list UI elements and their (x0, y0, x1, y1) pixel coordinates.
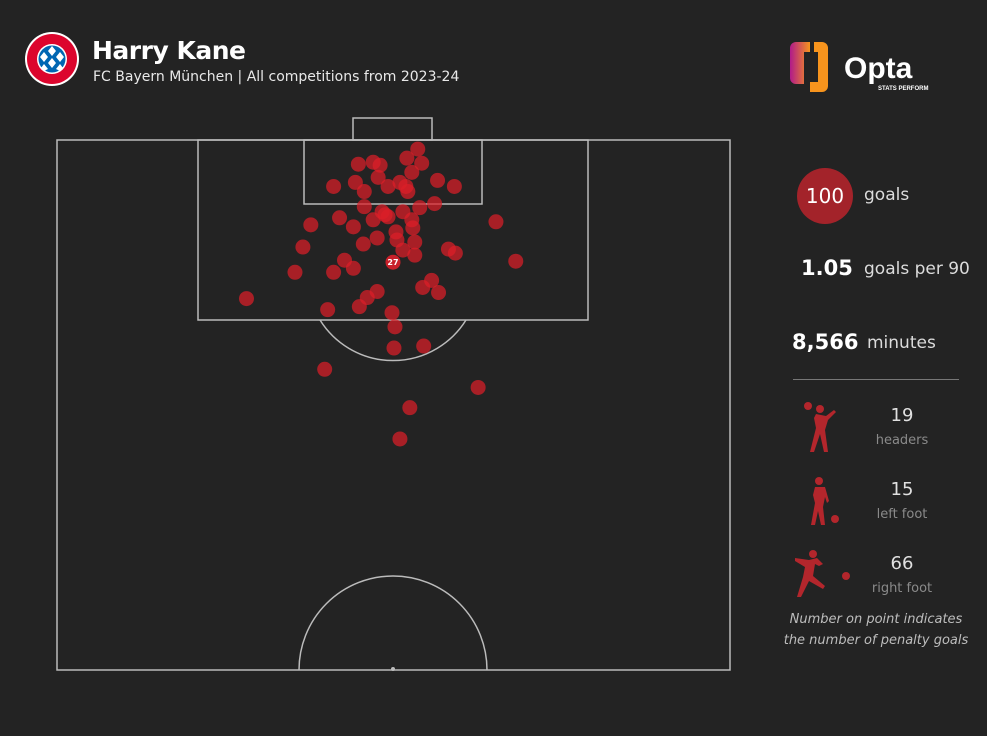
goals-per-90-label: goals per 90 (864, 259, 970, 279)
goal-point (399, 150, 415, 166)
goals-per-90-value: 1.05 (801, 256, 853, 280)
goals-label: goals (864, 185, 910, 205)
centre-spot (391, 667, 395, 671)
svg-text:Opta: Opta (844, 52, 913, 85)
goal-point (320, 302, 336, 318)
subtitle: FC Bayern München | All competitions fro… (93, 69, 460, 85)
goal-point (415, 279, 431, 295)
goal-point (384, 305, 400, 321)
right-foot-label: right foot (871, 581, 933, 596)
opta-logo: Opta STATS PERFORM (786, 40, 956, 96)
goal-point (372, 157, 388, 173)
goal-point (295, 239, 311, 255)
right-foot-player-icon (795, 550, 850, 597)
goal-point (345, 219, 361, 235)
goal-point (416, 338, 432, 354)
goal-point (326, 178, 342, 194)
goal-point (287, 264, 303, 280)
goal-point (407, 247, 423, 263)
minutes-value: 8,566 (792, 330, 859, 354)
goal-point (370, 169, 386, 185)
goal-point (326, 264, 342, 280)
penalty-goal-point (385, 254, 401, 270)
goal-point (380, 178, 396, 194)
goals-count-badge: 100 (797, 168, 853, 224)
goal-point (356, 184, 372, 200)
goal-point (447, 245, 463, 261)
goal-point (351, 299, 367, 315)
goal-point (238, 291, 254, 307)
minutes-label: minutes (867, 333, 936, 353)
goal-point (355, 236, 371, 252)
svg-text:STATS PERFORM: STATS PERFORM (878, 86, 928, 92)
left-foot-label: left foot (876, 507, 928, 522)
goal-point (488, 214, 504, 230)
fc-bayern-crest (24, 31, 80, 87)
goal-point (407, 234, 423, 250)
goal-point (317, 361, 333, 377)
goal-point (345, 260, 361, 276)
goal-point (377, 207, 393, 223)
goal-point (303, 217, 319, 233)
goal-point (398, 178, 414, 194)
centre-circle (298, 575, 488, 671)
goal-point (369, 230, 385, 246)
left-foot-value: 15 (890, 479, 914, 500)
goal-point (356, 199, 372, 215)
divider (793, 379, 959, 380)
goal-point (410, 141, 426, 157)
goal-point (446, 178, 462, 194)
goal-point (387, 319, 403, 335)
penalty-note-line-1: Number on point indicates (789, 612, 963, 627)
goal-point (404, 164, 420, 180)
goal-point (508, 253, 524, 269)
goal-point (412, 200, 428, 216)
penalty-note-line-2: the number of penalty goals (783, 633, 969, 648)
goal-point (332, 210, 348, 226)
goal-point (430, 172, 446, 188)
penalty-arc (319, 319, 467, 362)
left-foot-player-icon (811, 477, 839, 525)
goal-point (402, 400, 418, 416)
penalty-count-label: 27 (387, 258, 398, 267)
headers-label: headers (875, 433, 929, 448)
goal-point (414, 155, 430, 171)
headers-value: 19 (890, 405, 914, 426)
goal-point (365, 212, 381, 228)
goal-point (392, 431, 408, 447)
goal (352, 117, 433, 141)
goal-point (470, 379, 486, 395)
six-yard-box (303, 139, 483, 205)
goal-point (405, 220, 421, 236)
right-foot-value: 66 (890, 553, 914, 574)
goal-point (395, 242, 411, 258)
header-player-icon (804, 402, 836, 452)
goal-point (427, 196, 443, 212)
goal-point (431, 285, 447, 301)
goal-point (386, 340, 402, 356)
goal-point (350, 156, 366, 172)
player-name: Harry Kane (92, 36, 246, 65)
